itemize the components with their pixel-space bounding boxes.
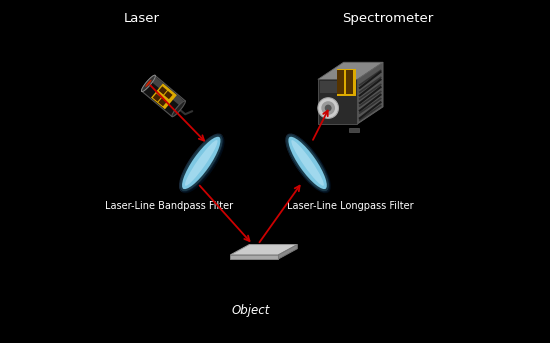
Polygon shape [318, 62, 383, 80]
Ellipse shape [286, 134, 329, 192]
Ellipse shape [181, 136, 222, 190]
Ellipse shape [172, 101, 185, 117]
Circle shape [321, 101, 335, 115]
Bar [349, 128, 359, 132]
Polygon shape [153, 93, 161, 102]
Ellipse shape [185, 140, 218, 186]
Circle shape [318, 98, 338, 118]
Ellipse shape [145, 80, 151, 87]
Ellipse shape [180, 134, 223, 192]
Circle shape [324, 105, 332, 111]
Ellipse shape [141, 75, 155, 91]
Polygon shape [346, 70, 353, 94]
Polygon shape [230, 255, 278, 259]
Polygon shape [164, 91, 173, 99]
Polygon shape [278, 245, 298, 259]
Polygon shape [158, 98, 167, 106]
Polygon shape [152, 77, 184, 105]
Text: Laser: Laser [124, 12, 160, 25]
Text: Laser-Line Bandpass Filter: Laser-Line Bandpass Filter [105, 201, 233, 211]
Polygon shape [230, 245, 298, 255]
Polygon shape [151, 83, 177, 109]
Text: Laser-Line Longpass Filter: Laser-Line Longpass Filter [287, 201, 414, 211]
Polygon shape [142, 75, 185, 117]
Polygon shape [358, 62, 383, 124]
Polygon shape [338, 70, 344, 94]
Polygon shape [320, 81, 356, 93]
Polygon shape [318, 80, 358, 124]
Polygon shape [337, 69, 356, 96]
Text: Object: Object [232, 304, 270, 317]
Ellipse shape [141, 75, 156, 92]
Ellipse shape [292, 140, 324, 186]
Ellipse shape [287, 136, 328, 190]
Polygon shape [158, 86, 167, 95]
Text: Spectrometer: Spectrometer [342, 12, 433, 25]
